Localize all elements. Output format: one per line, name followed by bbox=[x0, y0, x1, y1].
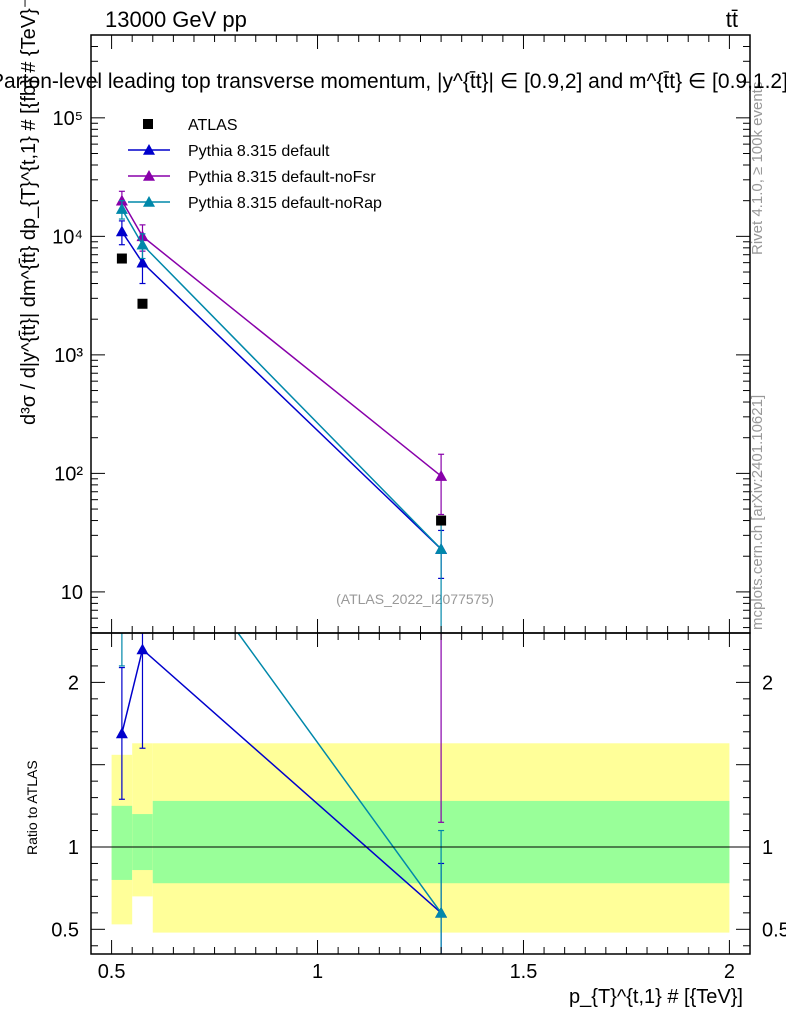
main-line-default bbox=[121, 231, 442, 550]
legend-label-noFsr: Pythia 8.315 default-noFsr bbox=[188, 169, 376, 186]
tick-labels-group: 10 10² 10³ 10⁴ 10⁵ 0.5 1 1.5 2 0.5 0.5 1 1 2 2 bbox=[51, 108, 786, 983]
ratio-ytick-label-left: 2 bbox=[68, 672, 79, 694]
main-y-axis-label: d³σ / d|y^{t̄t}| dm^{t̄t} dp_{T}^{t,1} #… bbox=[18, 0, 40, 425]
main-point-noRap-1 bbox=[136, 238, 149, 250]
main-point-noFsr-2 bbox=[435, 470, 448, 481]
legend-label-default: Pythia 8.315 default bbox=[188, 143, 330, 160]
band-inner-1 bbox=[132, 814, 153, 871]
x-tick-label: 1.5 bbox=[510, 961, 538, 983]
ratio-point-default-0 bbox=[115, 727, 128, 739]
main-series-group bbox=[115, 190, 448, 633]
ratio-point-noFsr-0 bbox=[116, 495, 128, 506]
main-ytick-label: 10⁵ bbox=[52, 108, 83, 130]
rivet-version-label: Rivet 4.1.0, ≥ 100k events bbox=[749, 82, 766, 255]
main-ytick-label: 10 bbox=[61, 582, 83, 604]
ratio-point-noRap-1 bbox=[136, 495, 148, 506]
atlas-data-point-2 bbox=[436, 515, 447, 526]
ratio-bands bbox=[111, 743, 730, 933]
ratio-point-default-1 bbox=[136, 643, 149, 655]
main-point-default-0 bbox=[115, 225, 128, 237]
atlas-data-point-0 bbox=[116, 253, 127, 264]
ratio-ytick-label-left: 1 bbox=[68, 837, 79, 859]
legend-marker-noRap bbox=[143, 196, 155, 207]
main-line-noRap bbox=[121, 208, 442, 550]
x-tick-label: 1 bbox=[312, 961, 323, 983]
ratio-point-noRap-2 bbox=[435, 906, 448, 918]
ratio-point-noRap-0 bbox=[116, 578, 128, 589]
x-tick-label: 2 bbox=[724, 961, 735, 983]
ratio-point-noFsr-1 bbox=[136, 397, 148, 408]
x-axis-label: p_{T}^{t,1} # [{TeV}] bbox=[569, 986, 743, 1008]
axis-ticks-group bbox=[90, 34, 751, 954]
legend-marker-default bbox=[143, 144, 155, 155]
main-ytick-label: 10³ bbox=[54, 345, 83, 367]
band-inner-0 bbox=[111, 805, 133, 880]
atlas-data-point-1 bbox=[137, 298, 148, 309]
legend: ATLAS Pythia 8.315 default Pythia 8.315 de… bbox=[128, 117, 382, 212]
legend-marker-atlas bbox=[143, 119, 153, 129]
x-tick-label: 0.5 bbox=[98, 961, 126, 983]
chart-title: Parton-level leading top transverse mome… bbox=[0, 70, 786, 93]
ratio-line-noRap bbox=[237, 633, 442, 914]
data-points-group bbox=[116, 253, 447, 526]
mcplots-label: mcplots.cern.ch [arXiv:2401.10621] bbox=[749, 395, 766, 630]
main-ytick-label: 10² bbox=[54, 463, 83, 485]
main-point-default-1 bbox=[136, 256, 149, 268]
main-point-noRap-0 bbox=[115, 203, 128, 214]
legend-marker-noFsr bbox=[143, 170, 155, 181]
analysis-watermark: (ATLAS_2022_I2077575) bbox=[336, 591, 494, 607]
process-label: tt̄ bbox=[726, 7, 738, 32]
ratio-ytick-label-right: 0.5 bbox=[762, 919, 786, 941]
legend-label-noRap: Pythia 8.315 default-noRap bbox=[188, 195, 382, 212]
ratio-ytick-label-right: 1 bbox=[762, 837, 773, 859]
legend-label-atlas: ATLAS bbox=[188, 117, 238, 134]
main-point-noRap-2 bbox=[435, 543, 448, 554]
ratio-series-group bbox=[115, 397, 448, 954]
ratio-y-axis-label: Ratio to ATLAS bbox=[24, 760, 40, 855]
ratio-ytick-label-right: 2 bbox=[762, 672, 773, 694]
main-ytick-label: 10⁴ bbox=[52, 226, 83, 248]
ratio-ytick-label-left: 0.5 bbox=[51, 919, 79, 941]
energy-label: 13000 GeV pp bbox=[105, 7, 247, 32]
main-line-noFsr bbox=[121, 200, 442, 477]
